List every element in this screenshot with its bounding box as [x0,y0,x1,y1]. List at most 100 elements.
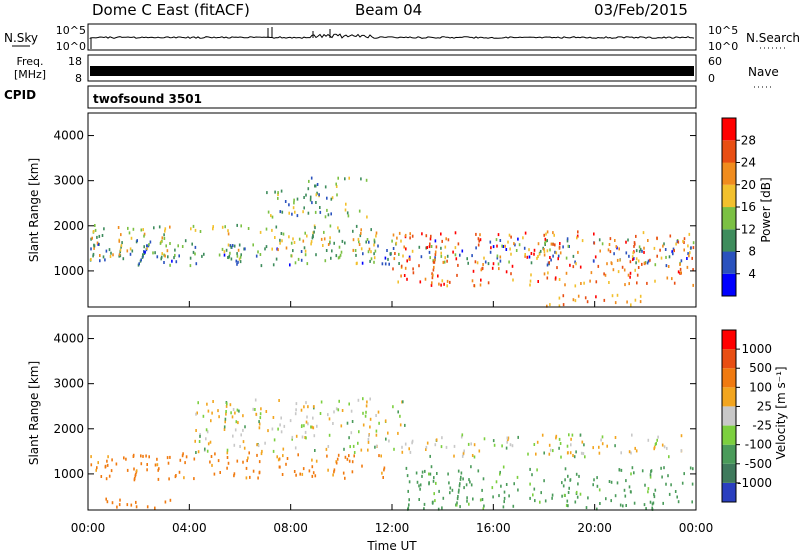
heatmap-cell [446,284,448,288]
heatmap-cell [278,399,280,402]
heatmap-cell [277,458,280,462]
heatmap-cell [312,471,315,475]
heatmap-cell [517,435,519,439]
heatmap-cell [203,252,205,256]
heatmap-cell [641,262,643,266]
heatmap-cell [576,236,578,240]
heatmap-cell [142,454,144,458]
heatmap-cell [622,504,624,508]
heatmap-cell [497,233,500,237]
heatmap-cell [517,237,519,241]
heatmap-cell [552,449,554,453]
heatmap-cell [164,500,167,504]
heatmap-cell [578,474,580,478]
heatmap-cell [229,403,232,407]
heatmap-cell [218,415,220,419]
heatmap-cell [196,411,198,415]
heatmap-cell [558,296,561,300]
heatmap-cell [360,231,362,235]
heatmap-cell [663,242,665,246]
heatmap-cell [303,246,306,250]
noise-right-tick-bottom: 10^0 [708,40,738,53]
heatmap-cell [171,259,173,263]
heatmap-cell [663,466,665,470]
heatmap-cell [598,488,601,492]
heatmap-cell [293,241,296,244]
heatmap-cell [498,494,500,498]
heatmap-cell [254,408,256,411]
heatmap-cell [229,244,232,248]
heatmap-cell [248,451,250,455]
heatmap-cell [245,476,248,480]
heatmap-cell [258,426,261,430]
heatmap-cell [313,434,316,438]
heatmap-cell [326,196,328,200]
heatmap-cell [314,210,317,214]
heatmap-cell [470,442,472,446]
heatmap-cell [503,490,506,494]
heatmap-cell [623,268,626,272]
heatmap-cell [646,261,649,265]
colorbar-segment [722,463,736,483]
heatmap-cell [504,244,506,248]
heatmap-cell [505,248,508,251]
heatmap-cell [337,226,339,230]
power-colorbar: 4 8 12 16 20 24 28 [721,117,756,297]
heatmap-cell [649,473,652,477]
heatmap-cell [398,231,401,235]
heatmap-cell [226,466,228,470]
heatmap-cell [177,244,179,248]
heatmap-cell [425,246,427,250]
heatmap-cell [397,410,399,414]
heatmap-cell [630,451,632,455]
heatmap-cell [467,261,469,265]
heatmap-cell [367,250,370,254]
heatmap-cell [633,241,636,245]
heatmap-cell [230,411,232,415]
heatmap-cell [610,480,613,484]
heatmap-cell [551,493,554,497]
heatmap-cell [225,412,227,416]
heatmap-cell [491,266,494,270]
heatmap-cell [446,279,449,283]
heatmap-cell [559,442,562,445]
heatmap-cell [193,457,196,461]
heatmap-cell [408,480,411,484]
heatmap-cell [457,495,459,498]
heatmap-cell [653,447,655,451]
heatmap-cell [404,266,407,270]
heatmap-cell [408,255,411,259]
heatmap-cell [183,476,185,480]
y-tick-label: 3000 [53,377,84,391]
heatmap-cell [579,265,582,269]
heatmap-cell [579,492,582,496]
heatmap-cell [327,243,330,246]
heatmap-cell [149,240,152,244]
heatmap-cell [421,474,423,478]
heatmap-cell [394,252,396,255]
heatmap-cell [616,481,619,485]
heatmap-cell [212,225,214,229]
heatmap-cell [225,410,227,413]
heatmap-cell [627,238,629,242]
heatmap-cell [517,488,519,492]
heatmap-cell [598,238,601,242]
heatmap-cell [580,451,583,455]
heatmap-cell [641,249,643,253]
heatmap-cell [242,460,244,464]
heatmap-cell [198,440,201,443]
heatmap-cell [411,441,413,445]
heatmap-cell [256,443,258,447]
heatmap-cell [634,298,637,302]
heatmap-cell [496,254,499,258]
heatmap-cell [329,224,332,228]
heatmap-cell [310,242,312,246]
heatmap-cell [213,472,216,476]
heatmap-cell [94,224,96,227]
heatmap-cell [425,445,428,449]
y-tick-label: 1000 [53,467,84,481]
colorbar-tick-label: 28 [741,133,756,147]
heatmap-cell [358,240,360,244]
heatmap-cell [511,264,514,268]
